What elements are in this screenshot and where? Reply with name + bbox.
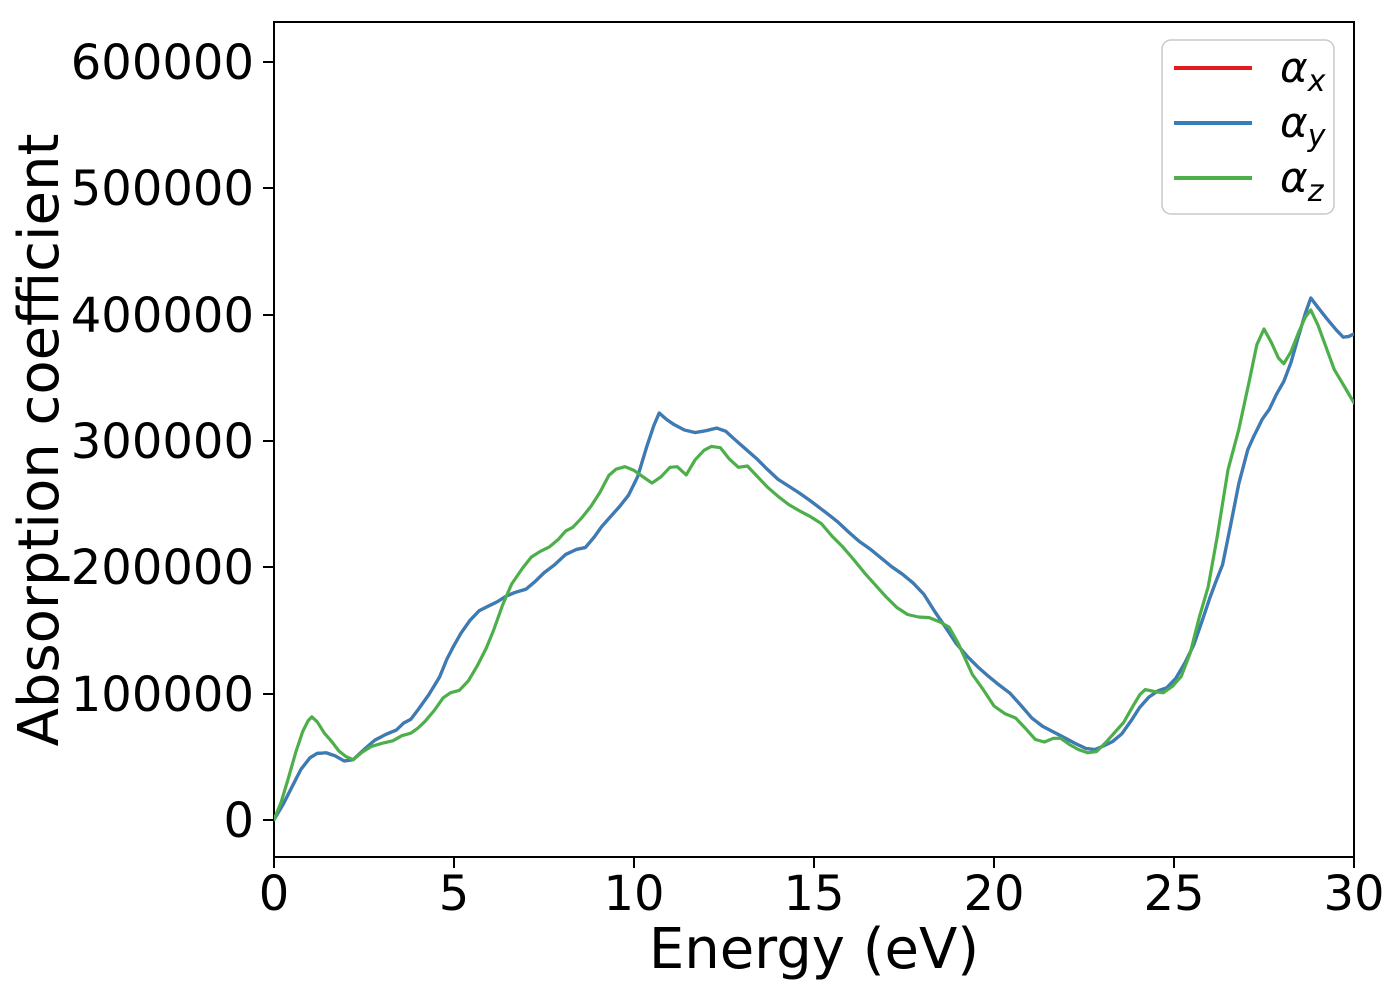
x-tick-label: 5 (439, 866, 470, 922)
y-tick-label: 0 (223, 793, 254, 849)
y-tick-label: 500000 (71, 161, 254, 217)
y-axis-tick-labels: 0 100000 200000 300000 400000 500000 600… (71, 35, 254, 849)
x-tick-label: 10 (603, 866, 664, 922)
series-line-alpha_y (274, 296, 1354, 822)
legend-item-alpha-z: αz (1174, 153, 1325, 209)
y-axis-ticks (263, 61, 274, 821)
legend-label-alpha-x: αx (1280, 43, 1326, 99)
legend-label-alpha-y: αy (1280, 98, 1327, 154)
x-axis-ticks (273, 857, 1355, 868)
y-tick-label: 600000 (71, 35, 254, 91)
x-axis-label: Energy (eV) (649, 917, 979, 982)
x-axis-tick-labels: 0 5 10 15 20 25 30 (259, 866, 1385, 922)
x-tick-label: 0 (259, 866, 290, 922)
series-line-alpha_z (274, 308, 1354, 822)
y-tick-label: 200000 (71, 540, 254, 596)
legend-box (1161, 39, 1335, 215)
series-lines (274, 296, 1354, 822)
y-tick-label: 100000 (71, 667, 254, 723)
x-tick-label: 30 (1323, 866, 1384, 922)
x-tick-label: 25 (1143, 866, 1204, 922)
legend-label-alpha-z: αz (1280, 153, 1325, 209)
series-line-alpha_x (274, 296, 1354, 822)
y-axis-label: Absorption coefficient (7, 134, 72, 747)
legend-item-alpha-x: αx (1174, 43, 1326, 99)
legend-item-alpha-y: αy (1174, 98, 1327, 154)
x-tick-label: 15 (783, 866, 844, 922)
legend: αx αy αz (1161, 39, 1335, 215)
y-tick-label: 300000 (71, 414, 254, 470)
y-tick-label: 400000 (71, 288, 254, 344)
x-tick-label: 20 (963, 866, 1024, 922)
